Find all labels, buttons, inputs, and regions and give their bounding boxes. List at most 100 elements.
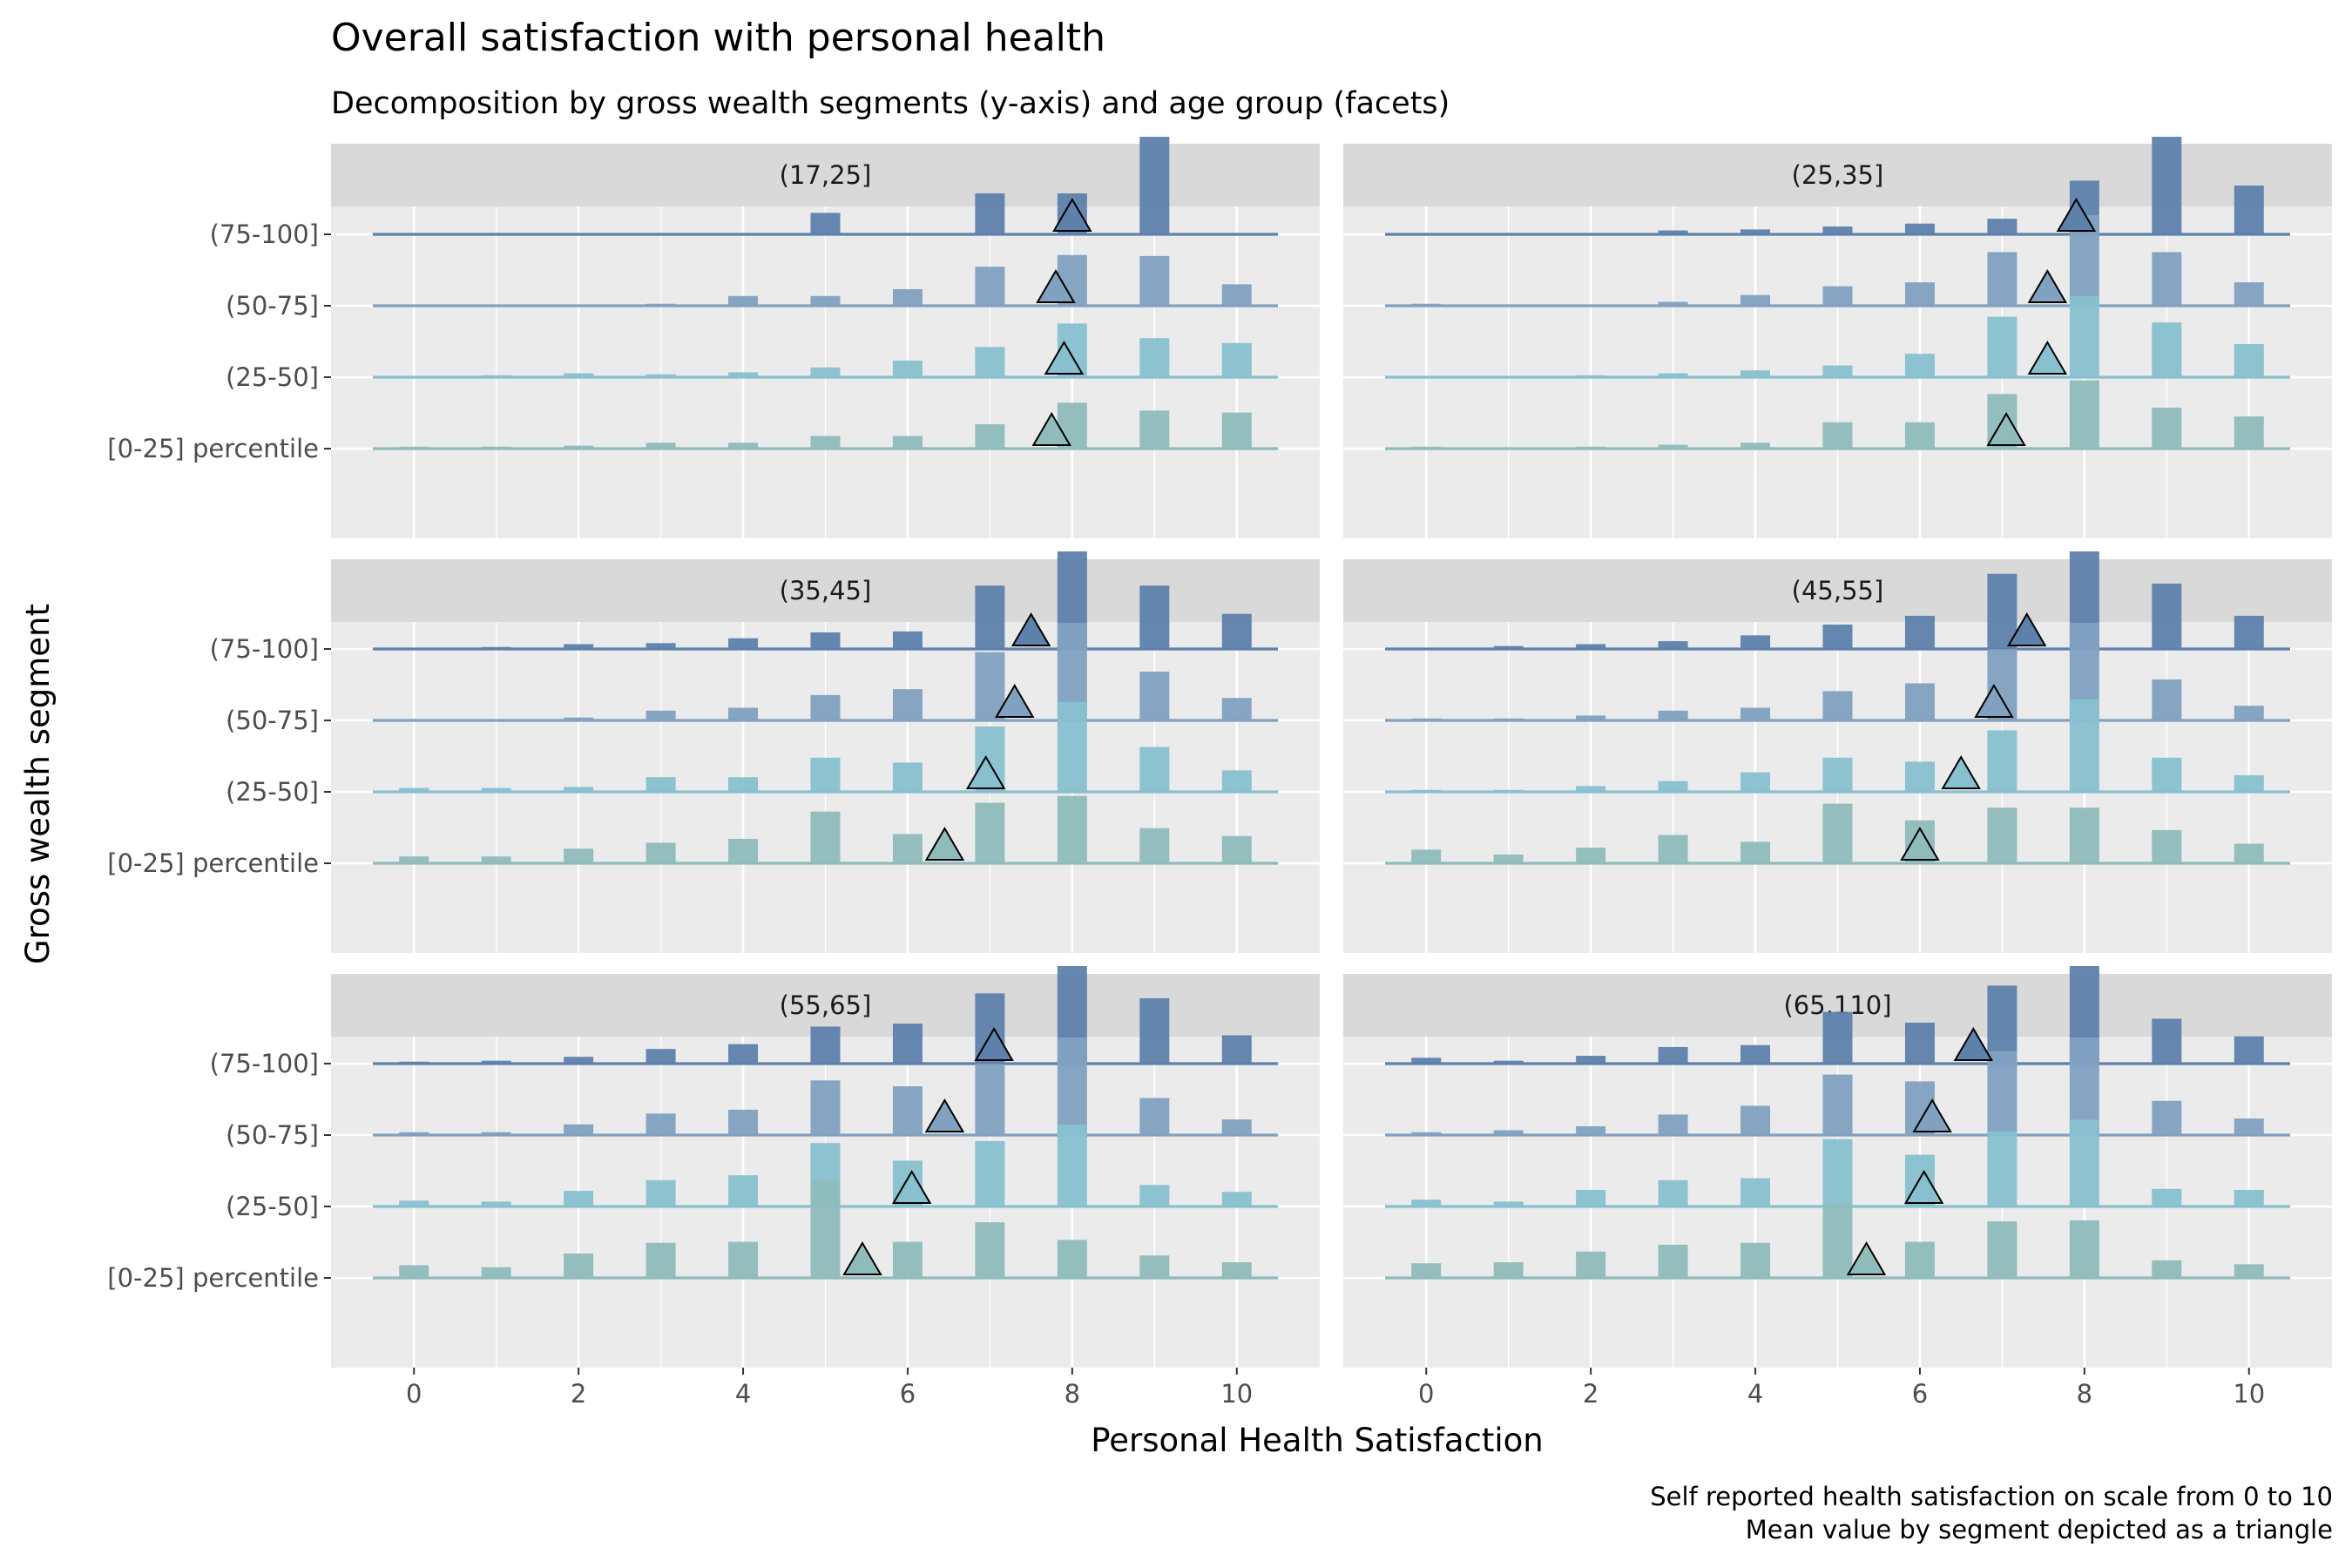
histogram-bar [1221, 1262, 1252, 1278]
histogram-bar [892, 1024, 923, 1064]
histogram-bar [481, 1060, 511, 1064]
histogram-bar [1658, 641, 1688, 649]
histogram-bar [645, 374, 676, 377]
histogram-bar [2234, 282, 2264, 306]
y-tick-label: (75-100] [210, 1049, 319, 1078]
histogram-bar [1822, 691, 1853, 720]
histogram-bar [645, 443, 676, 449]
x-tick-label: 4 [1747, 1379, 1763, 1409]
histogram-bar [1658, 444, 1688, 449]
histogram-bar [1740, 443, 1771, 449]
histogram-bar [1740, 370, 1771, 377]
histogram-bar [1904, 615, 1935, 649]
facet-65-110-mean-triangle [1903, 1170, 1944, 1204]
histogram-bar [2069, 808, 2099, 863]
histogram-bar [728, 1044, 759, 1064]
facet-25-35-mean-triangle [2027, 269, 2068, 303]
x-tick-label: 8 [2077, 1379, 2092, 1409]
histogram-bar [1221, 342, 1252, 377]
histogram-bar [1576, 446, 1606, 449]
histogram-bar [1822, 422, 1853, 449]
histogram-bar [2152, 1018, 2182, 1064]
histogram-bar [1987, 1131, 2017, 1206]
histogram-bar [1740, 229, 1771, 234]
y-tick-label: (50-75] [226, 291, 319, 321]
histogram-bar [2152, 679, 2182, 720]
histogram-bar [399, 856, 429, 863]
histogram-bar [645, 303, 676, 306]
histogram-bar [1658, 1114, 1688, 1135]
histogram-bar [1576, 786, 1606, 792]
histogram-bar [2152, 407, 2182, 449]
histogram-bar [1139, 137, 1170, 234]
facet-25-35: (25,35] [1343, 137, 2332, 538]
facet-17-25-mean-triangle [1036, 269, 1076, 303]
histogram-bar [1822, 226, 1853, 234]
histogram-bar [1411, 1132, 1442, 1135]
histogram-bar [1987, 316, 2017, 377]
histogram-bar [564, 644, 594, 649]
histogram-bar [1221, 412, 1252, 449]
histogram-bar [892, 631, 923, 649]
histogram-bar [1411, 789, 1442, 792]
x-axis-title: Personal Health Satisfaction [1091, 1422, 1543, 1459]
histogram-bar [1658, 230, 1688, 234]
facet-65-110-mean-triangle [1912, 1098, 1952, 1132]
histogram-bar [399, 1132, 429, 1135]
x-tick-label: 4 [735, 1379, 751, 1409]
histogram-bar [1576, 848, 1606, 863]
histogram-bar [1740, 772, 1771, 792]
histogram-bar [810, 757, 841, 792]
histogram-bar [2152, 583, 2182, 649]
histogram-bar [481, 787, 511, 792]
histogram-bar [399, 647, 429, 649]
histogram-bar [2152, 1260, 2182, 1278]
histogram-bar [2152, 829, 2182, 863]
histogram-bar [1658, 301, 1688, 306]
facet-45-55-mean-triangle [1900, 827, 1940, 861]
histogram-bar [1411, 446, 1442, 449]
histogram-bar [645, 1049, 676, 1064]
histogram-bar [2234, 774, 2264, 792]
histogram-bar [1493, 1262, 1524, 1278]
histogram-bar [810, 1180, 841, 1278]
histogram-bar [892, 1086, 923, 1135]
histogram-bar [2234, 843, 2264, 863]
histogram-bar [1576, 1251, 1606, 1278]
histogram-bar [1658, 781, 1688, 792]
histogram-bar [564, 848, 594, 863]
histogram-bar [1822, 757, 1853, 792]
facet-25-35-series-0-25-percentile [1385, 380, 2290, 450]
facet-35-45: (35,45] [331, 551, 1320, 953]
histogram-bar [1904, 354, 1935, 377]
facet-25-35-mean-triangle [2056, 198, 2097, 232]
histogram-bar [2152, 137, 2182, 234]
histogram-bar [399, 1200, 429, 1206]
histogram-bar [481, 1267, 511, 1278]
histogram-bar [564, 373, 594, 377]
histogram-bar [892, 689, 923, 720]
histogram-bar [1740, 841, 1771, 863]
facet-17-25: (17,25] [331, 137, 1320, 538]
x-tick-label: 0 [1418, 1379, 1434, 1409]
histogram-bar [399, 1265, 429, 1278]
histogram-bar [1139, 997, 1170, 1064]
histogram-bar [564, 717, 594, 720]
histogram-bar [1493, 854, 1524, 863]
histogram-bar [892, 834, 923, 863]
histogram-bar [1493, 1130, 1524, 1135]
facet-55-65-strip-label: (55,65] [780, 990, 872, 1020]
histogram-bar [1822, 1139, 1853, 1206]
histogram-bar [1987, 985, 2017, 1064]
histogram-bar [1740, 707, 1771, 720]
histogram-bar [1740, 1178, 1771, 1206]
histogram-bar [728, 372, 759, 377]
histogram-bar [399, 1061, 429, 1064]
histogram-bar [975, 1140, 1005, 1206]
histogram-bar [975, 1064, 1005, 1135]
y-tick-label: [0-25] percentile [107, 848, 319, 878]
histogram-bar [2234, 186, 2264, 234]
histogram-bar [1221, 1119, 1252, 1135]
y-tick-label: (25-50] [226, 1192, 319, 1221]
x-tick-label: 6 [1912, 1379, 1928, 1409]
